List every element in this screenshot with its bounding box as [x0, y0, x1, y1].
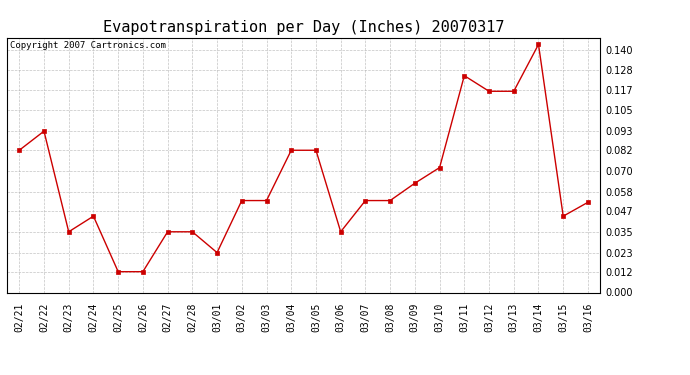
Title: Evapotranspiration per Day (Inches) 20070317: Evapotranspiration per Day (Inches) 2007…	[103, 20, 504, 35]
Text: Copyright 2007 Cartronics.com: Copyright 2007 Cartronics.com	[10, 41, 166, 50]
